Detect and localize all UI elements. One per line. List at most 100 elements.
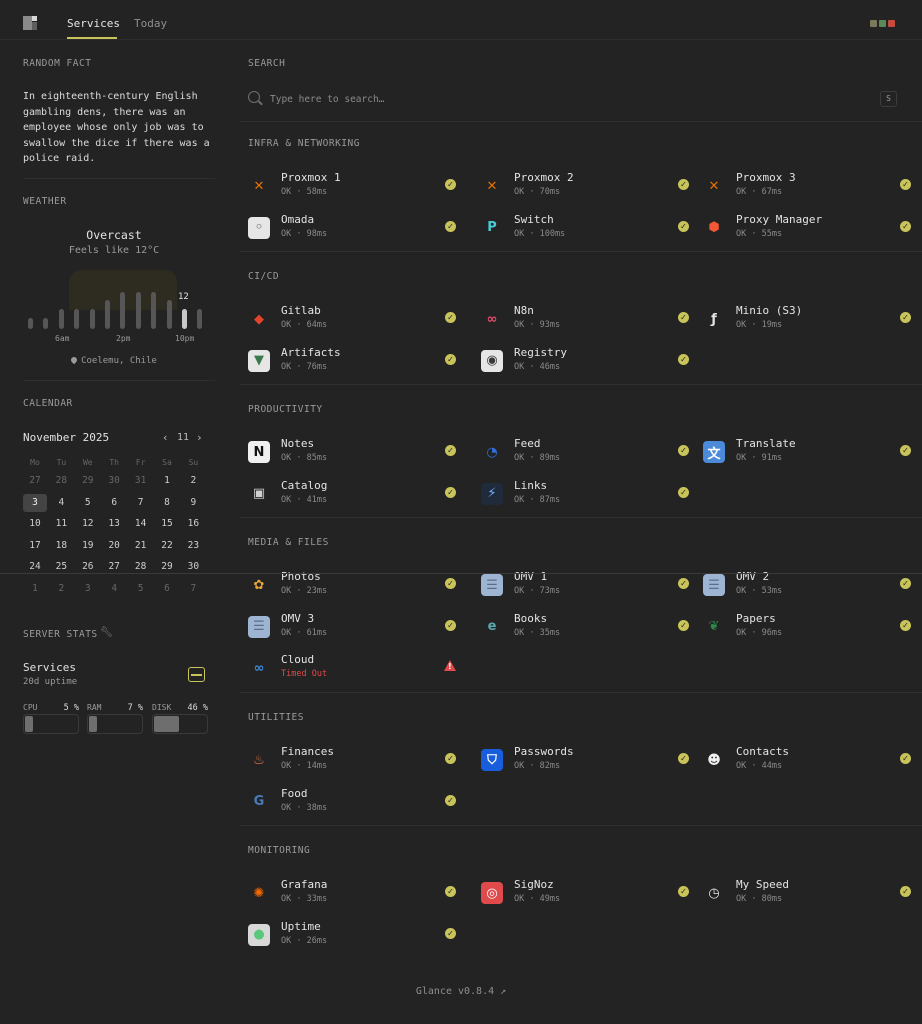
calendar-today: 3 [23,493,47,512]
service-item[interactable]: ● Uptime OK · 26ms ✓ [248,920,458,954]
server-drive-icon [188,667,205,682]
calendar-day: 4 [111,582,118,594]
service-status: OK · 96ms [736,627,783,638]
service-item[interactable]: e Books OK · 35ms ✓ [481,612,691,646]
service-item[interactable]: ▼ Artifacts OK · 76ms ✓ [248,346,458,380]
service-item[interactable]: ◉ Registry OK · 46ms ✓ [481,346,691,380]
tab-today[interactable]: Today [134,17,168,30]
service-status: OK · 67ms [736,187,783,197]
check-circle-icon: ✓ [678,486,689,498]
calendar-day: 23 [187,539,200,551]
check-circle-icon: ✓ [678,445,689,456]
service-item[interactable]: ✕ Proxmox 2 OK · 70ms ✓ [481,171,691,205]
check-circle-icon: ✓ [678,753,689,764]
service-item[interactable]: ⚡ Links OK · 87ms ✓ [481,479,691,513]
meter-bar [152,714,208,734]
omv-icon: ☰ [481,574,503,596]
service-item[interactable]: ∞ Cloud Timed Out [248,653,458,687]
calendar-day: 22 [161,539,173,551]
service-item[interactable]: ▣ Catalog OK · 41ms ✓ [248,479,458,513]
divider [240,517,922,518]
theme-dot[interactable] [879,20,886,27]
weather-bar [89,309,95,329]
weather-current-temp: 12 [178,292,189,302]
service-item[interactable]: ♨ Finances OK · 14ms ✓ [248,745,458,779]
service-name: Minio (S3) [736,304,803,317]
check-circle-icon: ✓ [900,578,911,589]
check-circle-icon: ✓ [900,312,911,323]
prev-month-chevron-icon[interactable]: ‹ [162,431,169,444]
service-item[interactable]: ◔ Feed OK · 89ms ✓ [481,437,691,471]
service-status: OK · 14ms [281,761,328,771]
search-input[interactable] [270,90,860,108]
weather-bar [166,300,172,329]
service-status: OK · 53ms [736,586,783,596]
glance-logo-icon[interactable] [23,16,37,30]
service-name: Cloud [281,653,315,666]
service-item[interactable]: ◎ SigNoz OK · 49ms ✓ [481,878,691,912]
service-item[interactable]: ☰ OMV 2 OK · 53ms ✓ [703,570,913,604]
feed-icon: ◔ [486,444,498,460]
check-circle-icon: ✓ [445,753,456,764]
theme-dot[interactable] [870,20,877,27]
calendar-day: 26 [82,561,94,572]
service-name: Proxmox 3 [736,171,796,184]
service-item[interactable]: ✺ Grafana OK · 33ms ✓ [248,878,458,912]
artifacts-icon: ▼ [248,349,270,372]
next-month-chevron-icon[interactable]: › [196,431,203,444]
service-item[interactable]: ◆ Gitlab OK · 64ms ✓ [248,304,458,338]
translate-icon: 文 [703,441,725,463]
service-item[interactable]: ☻ Contacts OK · 44ms ✓ [703,745,913,779]
calendar-month: November 2025 [23,431,110,444]
service-item[interactable]: P Switch OK · 100ms ✓ [481,213,691,247]
calendar-day: 2 [58,582,65,594]
service-item[interactable]: 文 Translate OK · 91ms ✓ [703,437,913,471]
service-item[interactable]: ◦ Omada OK · 98ms ✓ [248,213,458,247]
weather-location: Coelemu, Chile [23,355,205,366]
service-item[interactable]: G Food OK · 38ms ✓ [248,787,458,821]
top-bar: Services Today [0,0,922,40]
divider [23,178,215,179]
service-item[interactable]: ⬢ Proxy Manager OK · 55ms ✓ [703,213,913,247]
service-item[interactable]: ◷ My Speed OK · 80ms ✓ [703,878,913,912]
service-item[interactable]: ✕ Proxmox 1 OK · 58ms ✓ [248,171,458,205]
calendar-day: 1 [32,582,38,594]
theme-dot[interactable] [888,20,895,27]
service-item[interactable]: ⛉ Passwords OK · 82ms ✓ [481,745,691,779]
signoz-icon: ◎ [481,882,503,904]
service-item[interactable]: ☰ OMV 1 OK · 73ms ✓ [481,570,691,604]
service-item[interactable]: ❦ Papers OK · 96ms ✓ [703,612,913,646]
check-circle-icon: ✓ [900,445,911,456]
omv-icon: ☰ [703,574,725,596]
check-circle-icon: ✓ [445,179,456,190]
theme-picker[interactable] [870,20,895,27]
calendar-day: 28 [55,475,68,486]
calendar-day: 3 [84,582,91,594]
service-name: Contacts [736,745,789,758]
weather-bar [74,309,80,329]
footer-version-link[interactable]: Glance v0.8.4 ↗ [415,986,507,997]
service-item[interactable]: ✕ Proxmox 3 OK · 67ms ✓ [703,171,913,205]
service-name: My Speed [736,878,789,891]
service-item[interactable]: ∞ N8n OK · 93ms ✓ [481,304,691,338]
food-icon: G [253,794,265,809]
service-status: OK · 61ms [281,627,328,638]
service-name: Gitlab [281,304,321,317]
calendar-day: 21 [134,539,147,551]
service-status: OK · 80ms [736,894,783,904]
service-name: Photos [281,570,321,583]
calendar-day: 8 [164,496,170,508]
service-name: Registry [514,345,567,359]
service-item[interactable]: ✿ Photos OK · 23ms ✓ [248,570,458,604]
service-status: OK · 76ms [281,361,328,372]
tab-services[interactable]: Services [67,17,120,30]
service-item[interactable]: ☰ OMV 3 OK · 61ms ✓ [248,612,458,646]
service-item[interactable]: N Notes OK · 85ms ✓ [248,437,458,471]
divider [240,825,922,826]
service-status: OK · 44ms [736,761,783,771]
service-name: Artifacts [281,345,341,359]
service-item[interactable]: ƒ Minio (S3) OK · 19ms ✓ [703,304,913,338]
weather-hour-label: 6am [55,334,70,343]
calendar-day: 2 [190,475,197,486]
bitwarden-icon: ⛉ [481,749,503,771]
